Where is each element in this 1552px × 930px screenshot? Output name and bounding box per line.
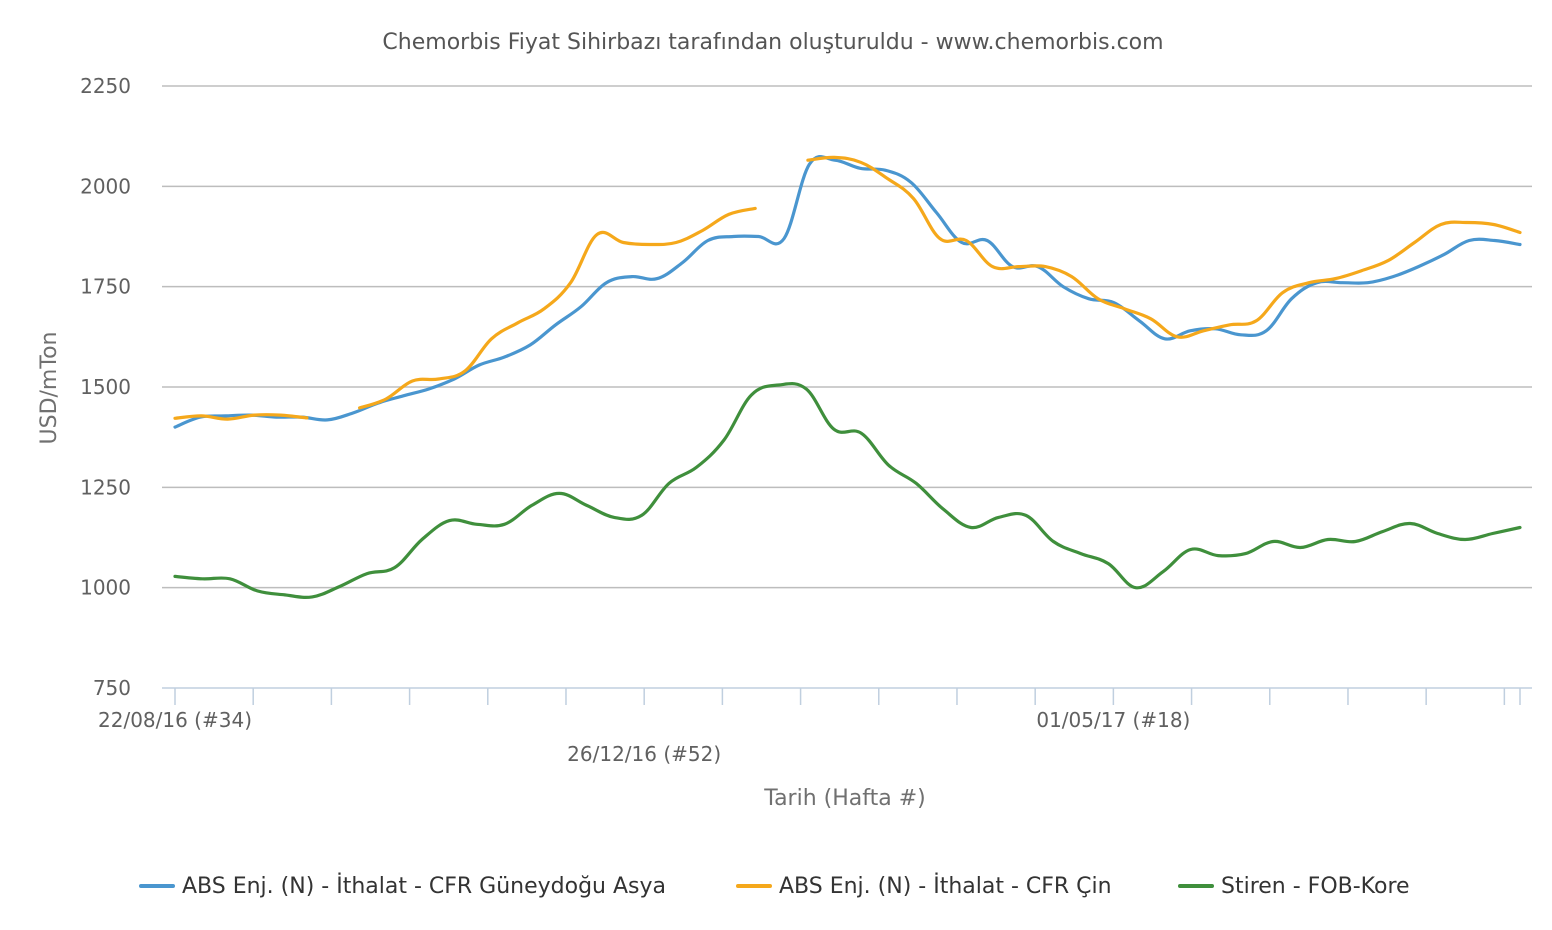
- grid-lines: [162, 85, 1532, 589]
- series-line-2[interactable]: [173, 413, 309, 421]
- x-tick-label: 26/12/16 (#52): [567, 742, 721, 766]
- y-tick-labels: 750 1000 1250 1500 1750 2000 2250: [80, 74, 131, 700]
- series-line-2[interactable]: [806, 155, 1522, 339]
- y-tick-label: 1000: [80, 576, 131, 600]
- y-tick-label: 2250: [80, 74, 131, 98]
- x-axis-title: Tarih (Hafta #): [763, 786, 925, 811]
- y-tick-label: 750: [93, 676, 131, 700]
- y-axis-title: USD/mTon: [37, 332, 62, 445]
- legend-label-3[interactable]: Stiren - FOB-Kore: [1221, 874, 1410, 899]
- x-tick-label: 01/05/17 (#18): [1036, 708, 1190, 732]
- legend-label-2[interactable]: ABS Enj. (N) - İthalat - CFR Çin: [779, 873, 1112, 899]
- legend: ABS Enj. (N) - İthalat - CFR Güneydoğu A…: [139, 873, 1410, 899]
- series-line-1[interactable]: [173, 155, 1522, 429]
- series-lines: [173, 155, 1522, 599]
- y-tick-label: 1500: [80, 375, 131, 399]
- chart-title: Chemorbis Fiyat Sihirbazı tarafından olu…: [382, 30, 1163, 55]
- legend-label-1[interactable]: ABS Enj. (N) - İthalat - CFR Güneydoğu A…: [182, 873, 666, 899]
- x-axis: 22/08/16 (#34) 26/12/16 (#52) 01/05/17 (#1…: [98, 687, 1532, 766]
- y-tick-label: 2000: [80, 174, 131, 198]
- y-tick-label: 1250: [80, 475, 131, 499]
- y-tick-label: 1750: [80, 275, 131, 299]
- series-line-2[interactable]: [358, 206, 757, 410]
- x-tick-label: 22/08/16 (#34): [98, 708, 252, 732]
- series-line-3[interactable]: [173, 382, 1522, 599]
